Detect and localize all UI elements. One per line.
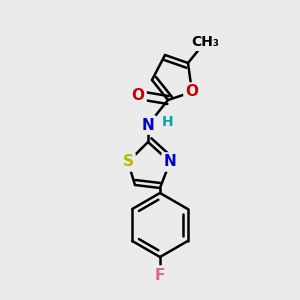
Text: N: N — [164, 154, 176, 169]
Text: O: O — [185, 85, 199, 100]
Text: F: F — [155, 268, 165, 283]
Text: H: H — [162, 115, 174, 129]
Text: CH₃: CH₃ — [191, 35, 219, 49]
Text: N: N — [142, 118, 154, 133]
Text: O: O — [131, 88, 145, 103]
Text: S: S — [122, 154, 134, 169]
